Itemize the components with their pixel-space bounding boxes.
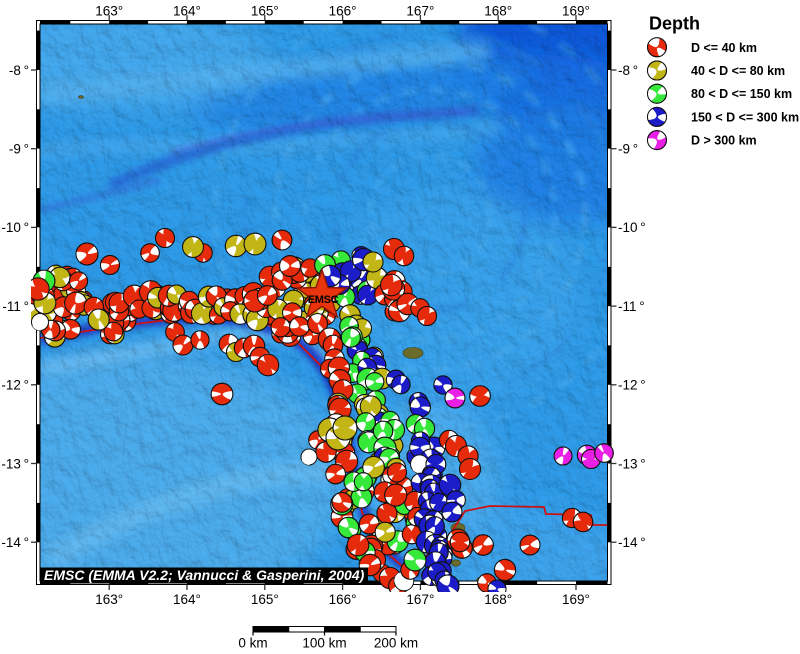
svg-text:-11 °: -11 ° [618,299,645,314]
svg-text:-14 °: -14 ° [1,535,29,550]
svg-text:165°: 165° [251,592,279,607]
svg-text:40 < D <= 80 km: 40 < D <= 80 km [691,64,785,78]
svg-text:-10 °: -10 ° [1,220,29,235]
svg-text:EMSC (EMMA V2.2; Vannucci & Ga: EMSC (EMMA V2.2; Vannucci & Gasperini, 2… [44,567,365,583]
svg-text:-8 °: -8 ° [618,63,638,78]
svg-text:163°: 163° [95,4,123,19]
svg-text:EMSC: EMSC [308,294,339,306]
svg-text:163°: 163° [95,592,123,607]
svg-text:168°: 168° [484,4,512,19]
svg-text:-9 °: -9 ° [618,142,638,157]
svg-text:-12 °: -12 ° [1,378,29,393]
svg-text:166°: 166° [329,592,357,607]
svg-text:200 km: 200 km [374,636,418,650]
svg-text:167°: 167° [406,4,434,19]
svg-text:164°: 164° [173,4,201,19]
svg-text:D <= 40 km: D <= 40 km [691,41,757,55]
svg-text:Depth: Depth [649,14,700,34]
svg-text:164°: 164° [173,592,201,607]
svg-text:80 < D <= 150 km: 80 < D <= 150 km [691,87,792,101]
svg-text:-14 °: -14 ° [618,535,646,550]
svg-text:-10 °: -10 ° [618,220,646,235]
svg-text:0 km: 0 km [238,636,267,650]
svg-text:-11 °: -11 ° [2,299,29,314]
svg-text:150 < D <= 300 km: 150 < D <= 300 km [691,110,799,124]
svg-text:167°: 167° [406,592,434,607]
svg-text:169°: 169° [562,4,590,19]
svg-text:165°: 165° [251,4,279,19]
svg-text:169°: 169° [562,592,590,607]
svg-text:100 km: 100 km [302,636,346,650]
svg-text:-13 °: -13 ° [1,456,29,471]
svg-text:D > 300 km: D > 300 km [691,134,757,148]
svg-text:-8 °: -8 ° [9,63,29,78]
svg-text:-9 °: -9 ° [9,142,29,157]
svg-text:-13 °: -13 ° [618,456,646,471]
svg-text:166°: 166° [329,4,357,19]
svg-text:168°: 168° [484,592,512,607]
svg-text:-12 °: -12 ° [618,378,646,393]
